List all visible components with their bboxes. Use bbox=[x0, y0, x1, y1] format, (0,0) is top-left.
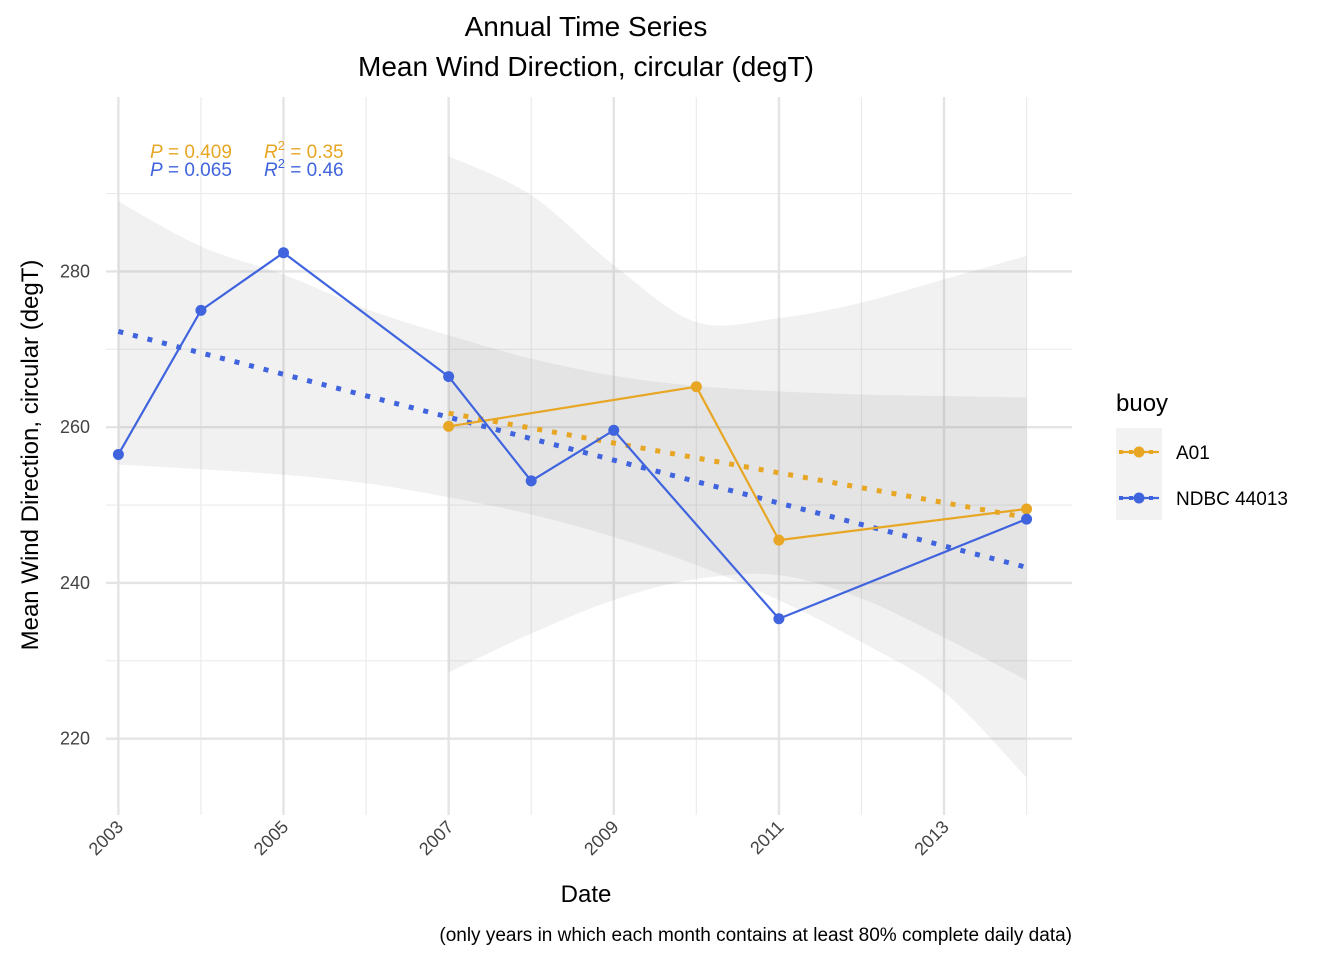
legend: buoy A01 NDBC 44013 bbox=[1116, 390, 1288, 520]
data-point-a01-2011 bbox=[773, 534, 785, 546]
x-tick-label-2005: 2005 bbox=[250, 817, 292, 859]
y-tick-label-260: 260 bbox=[60, 417, 90, 437]
stat-r-squared-a01: R2 = 0.35 bbox=[264, 138, 344, 163]
x-tick-label-2011: 2011 bbox=[746, 817, 788, 859]
stat-r-squared-ndbc-44013: R2 = 0.46 bbox=[264, 156, 344, 181]
x-axis-tick-labels: 2003 2005 2007 2009 2011 2013 bbox=[85, 817, 953, 859]
data-point-ndbc-44013-2003 bbox=[112, 448, 124, 460]
y-tick-label-280: 280 bbox=[60, 261, 90, 281]
x-tick-label-2003: 2003 bbox=[85, 817, 127, 859]
series-line-a01 bbox=[448, 385, 1027, 542]
legend-point-a01 bbox=[1133, 446, 1145, 458]
data-point-ndbc-44013-2014 bbox=[1021, 513, 1033, 525]
x-tick-label-2013: 2013 bbox=[910, 817, 952, 859]
legend-label-a01: A01 bbox=[1176, 443, 1210, 464]
data-point-ndbc-44013-2007 bbox=[443, 371, 455, 383]
series-lines bbox=[117, 251, 1028, 620]
stat-p-value-a01: P = 0.409 bbox=[150, 142, 232, 163]
plot-area: P = 0.409 R2 = 0.35 P = 0.065 R2 = 0.46 bbox=[106, 97, 1072, 815]
regression-stats: P = 0.409 R2 = 0.35 P = 0.065 R2 = 0.46 bbox=[150, 138, 344, 181]
legend-items: A01 NDBC 44013 bbox=[1116, 428, 1288, 520]
grid-major-lines bbox=[106, 97, 1072, 815]
legend-title: buoy bbox=[1116, 390, 1168, 417]
ribbon-ndbc-44013 bbox=[118, 201, 1027, 778]
confidence-ribbons bbox=[118, 156, 1027, 778]
chart-title-line-1: Annual Time Series bbox=[465, 11, 708, 42]
y-tick-label-220: 220 bbox=[60, 729, 90, 749]
stat-p-value-ndbc-44013: P = 0.065 bbox=[150, 160, 232, 181]
series-line-ndbc-44013 bbox=[117, 251, 1028, 620]
data-point-ndbc-44013-2005 bbox=[278, 247, 290, 259]
chart-title-line-2: Mean Wind Direction, circular (degT) bbox=[358, 51, 814, 82]
data-point-ndbc-44013-2011 bbox=[773, 613, 785, 625]
data-point-a01-2007 bbox=[443, 420, 455, 432]
data-point-ndbc-44013-2004 bbox=[195, 304, 207, 316]
data-point-a01-2014 bbox=[1021, 503, 1033, 515]
legend-label-ndbc-44013: NDBC 44013 bbox=[1176, 489, 1288, 510]
ribbon-a01 bbox=[448, 156, 1027, 681]
legend-point-ndbc-44013 bbox=[1133, 492, 1145, 504]
data-point-ndbc-44013-2008 bbox=[525, 475, 537, 487]
x-axis-title: Date bbox=[561, 881, 612, 908]
series-points bbox=[112, 247, 1033, 625]
y-axis-tick-labels: 220 240 260 280 bbox=[60, 261, 90, 748]
chart-caption: (only years in which each month contains… bbox=[439, 925, 1072, 946]
x-tick-label-2009: 2009 bbox=[580, 817, 622, 859]
y-axis-title: Mean Wind Direction, circular (degT) bbox=[17, 260, 44, 651]
x-tick-label-2007: 2007 bbox=[415, 817, 457, 859]
y-tick-label-240: 240 bbox=[60, 573, 90, 593]
legend-key-background bbox=[1116, 428, 1162, 520]
grid-minor-lines bbox=[106, 97, 1072, 815]
data-point-a01-2010 bbox=[690, 381, 702, 393]
data-point-ndbc-44013-2009 bbox=[608, 424, 620, 436]
